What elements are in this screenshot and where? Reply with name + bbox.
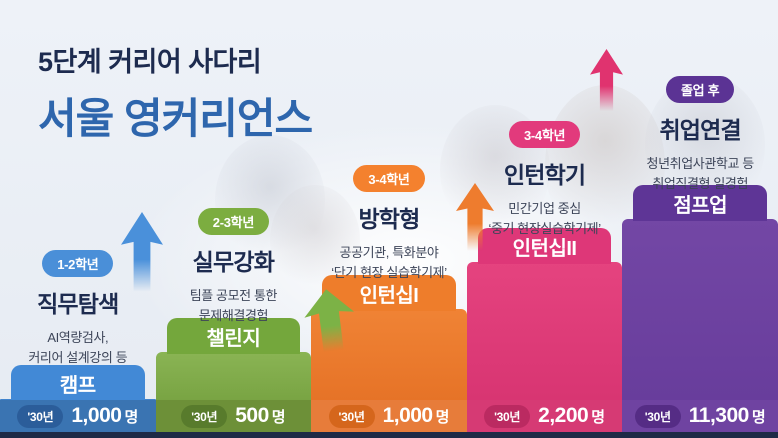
year-pill: '30년: [328, 404, 375, 428]
program-name-bar: 캠프: [11, 365, 145, 401]
step-title: 직무탐색: [37, 291, 119, 317]
step-column-5: 졸업 후 취업연결 청년취업사관학교 등 취업직결형 일경험 점프업 '30년 …: [622, 0, 778, 438]
grade-badge: 3-4학년: [353, 165, 425, 192]
step-title: 취업연결: [659, 117, 741, 143]
year-pill: '30년: [181, 404, 228, 428]
up-arrow-icon: [301, 286, 358, 356]
step-bar: [622, 219, 778, 400]
count-unit: 명: [271, 408, 286, 426]
step-content: 졸업 후 취업연결 청년취업사관학교 등 취업직결형 일경험: [622, 76, 778, 194]
target-count: 11,300: [688, 404, 750, 427]
grade-badge: 1-2학년: [42, 250, 114, 277]
step-column-1: 1-2학년 직무탐색 AI역량검사, 커리어 설계강의 등 캠프 '30년 1,…: [0, 0, 156, 438]
step-description: 팀플 공모전 통한 문제해결경험: [189, 288, 278, 324]
count-unit: 명: [435, 408, 450, 426]
count-unit: 명: [124, 408, 139, 426]
step-bar: [155, 352, 312, 400]
grade-badge: 3-4학년: [508, 121, 581, 148]
count-unit: 명: [591, 408, 606, 426]
step-description: 청년취업사관학교 등 취업직결형 일경험: [646, 156, 755, 192]
grade-badge: 졸업 후: [666, 76, 735, 103]
base-strip: [0, 432, 778, 438]
target-count: 1,000: [382, 404, 434, 427]
step-description: 공공기관, 특화분야 ‘단기 현장 실습학기제’: [331, 245, 447, 281]
up-arrow-icon: [121, 212, 163, 294]
step-content: 1-2학년 직무탐색 AI역량검사, 커리어 설계강의 등: [0, 250, 156, 368]
step-content: 3-4학년 방학형 공공기관, 특화분야 ‘단기 현장 실습학기제’: [311, 165, 467, 283]
target-count: 1,000: [71, 404, 122, 427]
target-count-footer: '30년 1,000 명: [311, 400, 467, 432]
step-column-3: 3-4학년 방학형 공공기관, 특화분야 ‘단기 현장 실습학기제’ 인턴십I …: [311, 0, 467, 438]
step-title: 방학형: [358, 206, 420, 232]
target-count-footer: '30년 500 명: [155, 400, 312, 432]
step-bar: [466, 262, 623, 400]
step-title: 실무강화: [192, 249, 275, 275]
grade-badge: 2-3학년: [197, 208, 269, 235]
target-count-footer: '30년 2,200 명: [466, 400, 623, 432]
target-count: 2,200: [538, 404, 589, 427]
up-arrow-icon: [456, 183, 494, 253]
header: 5단계 커리어 사다리 서울 영커리언스: [38, 40, 313, 146]
step-description: AI역량검사, 커리어 설계강의 등: [28, 330, 128, 366]
poster-subtitle: 5단계 커리어 사다리: [38, 47, 262, 77]
up-arrow-icon: [590, 49, 623, 113]
target-count: 500: [235, 404, 269, 427]
poster-title: 서울 영커리언스: [38, 95, 313, 142]
step-content: 2-3학년 실무강화 팀플 공모전 통한 문제해결경험: [156, 208, 312, 326]
year-pill: '30년: [634, 404, 681, 428]
year-pill: '30년: [17, 404, 64, 428]
count-unit: 명: [751, 408, 766, 426]
year-pill: '30년: [484, 404, 531, 428]
target-count-footer: '30년 11,300 명: [622, 400, 778, 432]
target-count-footer: '30년 1,000 명: [0, 400, 156, 432]
